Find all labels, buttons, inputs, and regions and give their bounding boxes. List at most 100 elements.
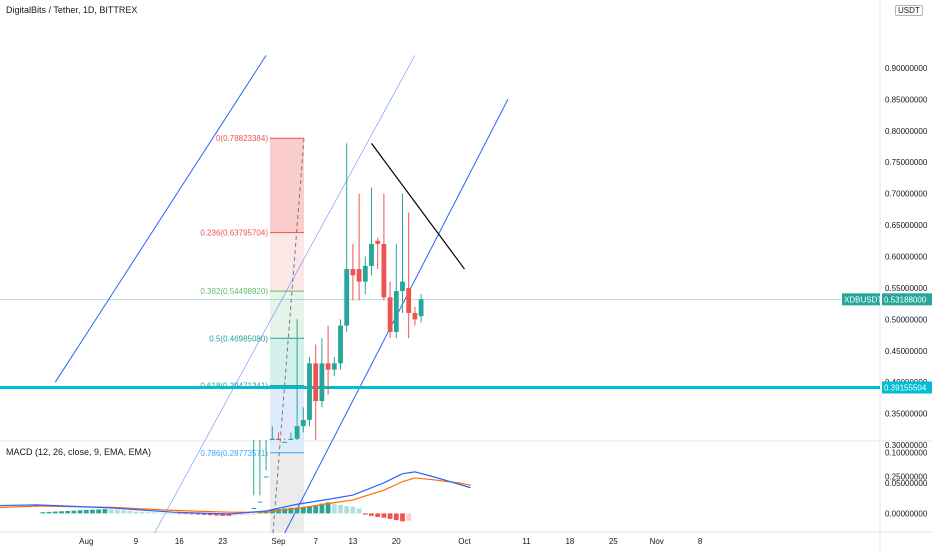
macd-histogram-bar (282, 508, 288, 514)
price-axis-label: 0.25000000 (885, 472, 928, 481)
signal-line (0, 477, 471, 513)
macd-histogram-bar (319, 503, 325, 514)
macd-histogram-bar (331, 504, 337, 514)
last-price-tag: 0.53188000 (884, 295, 927, 304)
time-axis-label: 18 (565, 537, 574, 546)
macd-histogram-bar (83, 510, 89, 514)
macd-histogram-bar (294, 507, 300, 514)
time-axis-label: 11 (522, 537, 531, 546)
candle-body (257, 501, 263, 503)
candle-body (356, 269, 362, 282)
fib-zone (270, 385, 304, 453)
price-axis-label: 0.30000000 (885, 441, 928, 450)
macd-histogram-bar (356, 508, 362, 514)
channel-middle-line (154, 55, 416, 534)
time-axis-label: 25 (609, 537, 618, 546)
time-axis-label: 16 (175, 537, 184, 546)
time-axis-label: 13 (348, 537, 357, 546)
symbol-tag-bg (842, 293, 880, 306)
symbol-tag: XDBUSDT (844, 295, 882, 304)
macd-histogram-bar (189, 513, 195, 515)
macd-histogram-bar (121, 510, 126, 514)
macd-histogram-bar (139, 511, 145, 514)
macd-histogram-bar (46, 511, 52, 514)
macd-histogram-bar (300, 507, 306, 514)
candle-body (288, 438, 294, 440)
macd-histogram-bar (52, 511, 58, 514)
macd-histogram-bar (344, 506, 350, 514)
macd-histogram-bar (127, 510, 133, 514)
candle-body (282, 441, 288, 443)
candle-body (331, 363, 337, 370)
macd-histogram-bar (257, 512, 263, 514)
candle-body (276, 438, 281, 440)
channel-upper-line (54, 55, 267, 383)
macd-line (0, 471, 471, 515)
time-axis-label: Aug (79, 537, 93, 546)
macd-axis-label: 0.10000000 (885, 448, 928, 457)
time-axis-label: 7 (313, 537, 318, 546)
macd-histogram-bar (245, 513, 250, 515)
price-axis-label: 0.60000000 (885, 253, 928, 262)
candle-body (313, 363, 319, 402)
price-axis-label: 0.65000000 (885, 221, 928, 230)
candle-body (307, 363, 312, 420)
macd-histogram-bar (108, 509, 114, 514)
candle-body (381, 243, 387, 298)
fib-level-label: 0(0.78823384) (216, 134, 268, 143)
candle-body (400, 281, 405, 292)
price-axis-label: 0.35000000 (885, 410, 928, 419)
candle-body (406, 287, 412, 314)
candle-body (387, 297, 393, 332)
macd-histogram-bar (183, 513, 188, 515)
macd-histogram-bar (369, 513, 374, 516)
last-price-tag-bg (882, 293, 932, 306)
currency-label[interactable]: USDT (895, 5, 923, 16)
support-price-tag: 0.39155504 (884, 384, 927, 393)
time-axis-label: 23 (218, 537, 227, 546)
macd-histogram-bar (251, 513, 257, 515)
macd-histogram-bar (152, 512, 157, 514)
macd-histogram-bar (220, 513, 226, 516)
macd-histogram-bar (313, 506, 319, 514)
time-axis-label: Nov (650, 537, 664, 546)
price-axis-label: 0.90000000 (885, 64, 928, 73)
price-axis-label: 0.80000000 (885, 127, 928, 136)
macd-histogram-bar (288, 507, 294, 514)
fib-level-label: 0.236(0.63795704) (200, 229, 268, 238)
macd-histogram-bar (232, 513, 238, 516)
time-axis-label: 20 (392, 537, 401, 546)
macd-histogram-bar (214, 513, 219, 516)
time-axis-label: 8 (698, 537, 703, 546)
macd-histogram-bar (59, 511, 64, 514)
macd-histogram-bar (325, 502, 331, 514)
price-axis-label: 0.45000000 (885, 347, 928, 356)
macd-histogram-bar (207, 513, 213, 516)
candle-body (319, 363, 325, 402)
macd-histogram-bar (90, 509, 95, 514)
macd-histogram-bar (77, 510, 83, 514)
candle-body (418, 299, 424, 317)
macd-histogram-bar (238, 513, 244, 516)
candle-body (369, 243, 374, 266)
macd-histogram-bar (102, 509, 108, 514)
macd-histogram-bar (170, 513, 176, 515)
macd-title: MACD (12, 26, close, 9, EMA, EMA) (6, 447, 152, 457)
fib-zone (270, 232, 304, 292)
candle-body (269, 438, 275, 440)
chart-title: DigitalBits / Tether, 1D, BITTREX (6, 5, 138, 15)
fib-zone (270, 338, 304, 386)
macd-histogram-bar (96, 509, 102, 514)
time-axis-label: Sep (271, 537, 286, 546)
macd-histogram-bar (375, 513, 381, 518)
macd-histogram-bar (338, 504, 343, 514)
candle-body (325, 363, 331, 370)
macd-histogram-bar (362, 513, 368, 515)
fib-zone (270, 291, 304, 339)
macd-histogram-bar (387, 513, 393, 519)
macd-histogram-bar (195, 513, 201, 515)
support-price-tag-bg (882, 381, 932, 394)
candle-body (263, 476, 269, 478)
candle-body (412, 313, 418, 320)
